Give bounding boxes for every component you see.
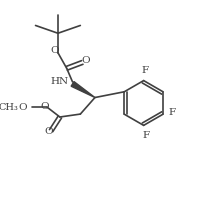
Text: F: F — [168, 108, 175, 117]
Text: CH₃: CH₃ — [0, 103, 18, 112]
Text: O: O — [44, 127, 52, 136]
Text: O: O — [50, 46, 59, 55]
Polygon shape — [71, 82, 94, 98]
Text: F: F — [141, 131, 149, 140]
Text: HN: HN — [50, 77, 68, 86]
Text: F: F — [140, 66, 147, 75]
Text: O: O — [40, 102, 48, 111]
Text: O: O — [81, 56, 90, 65]
Text: O: O — [18, 103, 27, 112]
